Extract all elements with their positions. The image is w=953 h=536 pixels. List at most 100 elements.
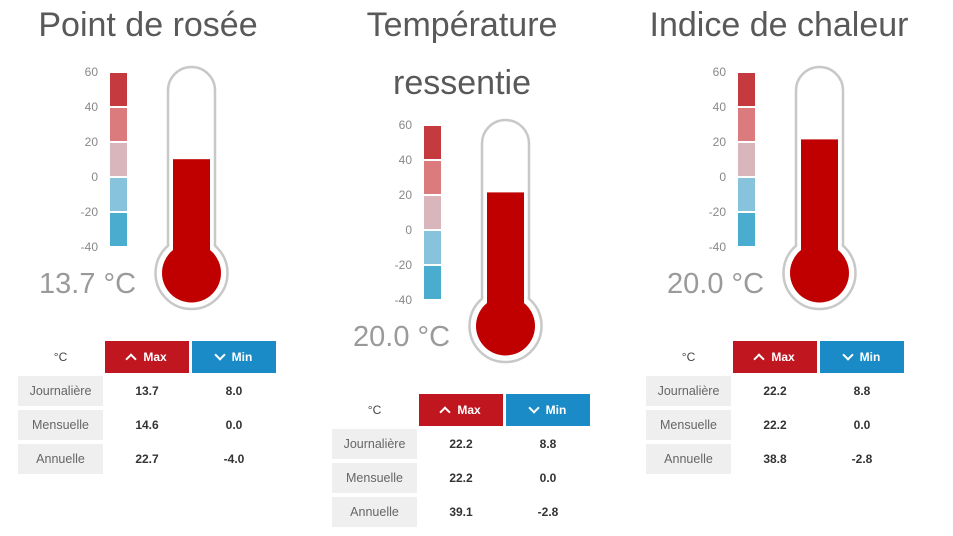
max-header-label: Max xyxy=(771,350,795,364)
scale-segment xyxy=(424,126,441,159)
row-label: Journalière xyxy=(332,429,417,459)
scale-label: 20 xyxy=(84,135,98,149)
min-header[interactable]: Min xyxy=(506,394,590,426)
scale-label: 60 xyxy=(712,65,726,79)
min-value: 8.8 xyxy=(853,384,871,398)
max-header[interactable]: Max xyxy=(105,341,189,373)
scale-segment xyxy=(110,108,127,141)
scale-segment xyxy=(738,213,755,246)
scale-label: -40 xyxy=(708,240,726,254)
min-value: -2.8 xyxy=(537,505,559,519)
min-header-label: Min xyxy=(859,350,881,364)
min-header-label: Min xyxy=(231,350,253,364)
panel-title: Indice de chaleur xyxy=(649,6,909,44)
thermometer-group xyxy=(154,65,229,311)
chevron-up-icon xyxy=(753,353,765,365)
scale-label: 40 xyxy=(84,100,98,114)
max-value: 39.1 xyxy=(449,505,473,519)
scale-segment xyxy=(110,178,127,211)
chevron-down-icon xyxy=(213,349,226,361)
scale-label: -40 xyxy=(80,240,98,254)
scale-label: 20 xyxy=(712,135,726,149)
chevron-up-icon xyxy=(439,406,451,418)
panel-2: Température ressentie 60 40 20 0 -20 -40 20.0 °C… xyxy=(332,0,632,536)
thermometer-group xyxy=(782,65,857,311)
min-header[interactable]: Min xyxy=(192,341,276,373)
current-temperature: 20.0 °C xyxy=(353,321,451,353)
max-value: 22.2 xyxy=(763,384,787,398)
min-value: 0.0 xyxy=(225,418,243,432)
row-label: Annuelle xyxy=(332,497,417,527)
panel-3: Indice de chaleur 60 40 20 0 -20 -40 20.0 °C °C M… xyxy=(646,0,946,536)
scale-label: -20 xyxy=(394,258,412,272)
row-label: Annuelle xyxy=(18,444,103,474)
row-label: Annuelle xyxy=(646,444,731,474)
thermometer-bulb-fill xyxy=(162,243,221,303)
thermometer-icon xyxy=(468,118,543,364)
scale-segment xyxy=(424,196,441,229)
thermometer-bulb-fill xyxy=(476,296,535,356)
row-label: Mensuelle xyxy=(18,410,103,440)
max-value: 22.7 xyxy=(135,452,159,466)
min-value: 0.0 xyxy=(539,471,557,485)
scale-segment xyxy=(738,108,755,141)
scale-label: 0 xyxy=(91,170,98,184)
max-value: 22.2 xyxy=(449,471,473,485)
min-value: 8.8 xyxy=(539,437,557,451)
max-value: 14.6 xyxy=(135,418,159,432)
scale-label: 60 xyxy=(84,65,98,79)
max-value: 38.8 xyxy=(763,452,787,466)
max-value: 13.7 xyxy=(135,384,159,398)
min-value: -4.0 xyxy=(223,452,245,466)
max-value: 22.2 xyxy=(763,418,787,432)
max-header-label: Max xyxy=(457,403,481,417)
panel-title: Température xyxy=(366,6,558,44)
scale-label: 0 xyxy=(405,223,412,237)
chevron-down-icon xyxy=(841,349,854,361)
scale-label: 60 xyxy=(398,118,412,132)
unit-label: °C xyxy=(53,350,68,364)
max-header[interactable]: Max xyxy=(419,394,503,426)
scale-label: 20 xyxy=(398,188,412,202)
min-value: 0.0 xyxy=(853,418,871,432)
min-header-label: Min xyxy=(545,403,567,417)
row-label: Journalière xyxy=(18,376,103,406)
min-value: 8.0 xyxy=(225,384,243,398)
scale-label: -20 xyxy=(80,205,98,219)
scale-label: -40 xyxy=(394,293,412,307)
scale-label: 40 xyxy=(712,100,726,114)
current-temperature: 13.7 °C xyxy=(39,268,137,300)
row-label: Mensuelle xyxy=(646,410,731,440)
scale-segment xyxy=(738,73,755,106)
scale-label: 0 xyxy=(719,170,726,184)
chevron-up-icon xyxy=(125,353,137,365)
scale-segment xyxy=(738,178,755,211)
unit-label: °C xyxy=(681,350,696,364)
max-header[interactable]: Max xyxy=(733,341,817,373)
panel-1: Point de rosée 60 40 20 0 -20 -40 13.7 °C °C Max M… xyxy=(18,0,318,536)
scale-segment xyxy=(738,143,755,176)
min-value: -2.8 xyxy=(851,452,873,466)
thermometer-bulb-fill xyxy=(790,243,849,303)
current-temperature: 20.0 °C xyxy=(667,268,765,300)
min-header[interactable]: Min xyxy=(820,341,904,373)
scale-label: 40 xyxy=(398,153,412,167)
unit-label: °C xyxy=(367,403,382,417)
scale-segment xyxy=(110,73,127,106)
scale-segment xyxy=(424,161,441,194)
row-label: Journalière xyxy=(646,376,731,406)
thermometer-icon xyxy=(782,65,857,311)
max-value: 22.2 xyxy=(449,437,473,451)
scale-segment xyxy=(110,213,127,246)
thermometer-icon xyxy=(154,65,229,311)
scale-label: -20 xyxy=(708,205,726,219)
row-label: Mensuelle xyxy=(332,463,417,493)
scale-segment xyxy=(424,266,441,299)
scale-segment xyxy=(110,143,127,176)
panel-title: ressentie xyxy=(393,64,531,102)
scale-segment xyxy=(424,231,441,264)
panel-title: Point de rosée xyxy=(38,6,258,44)
max-header-label: Max xyxy=(143,350,167,364)
chevron-down-icon xyxy=(527,402,540,414)
thermometer-group xyxy=(468,118,543,364)
